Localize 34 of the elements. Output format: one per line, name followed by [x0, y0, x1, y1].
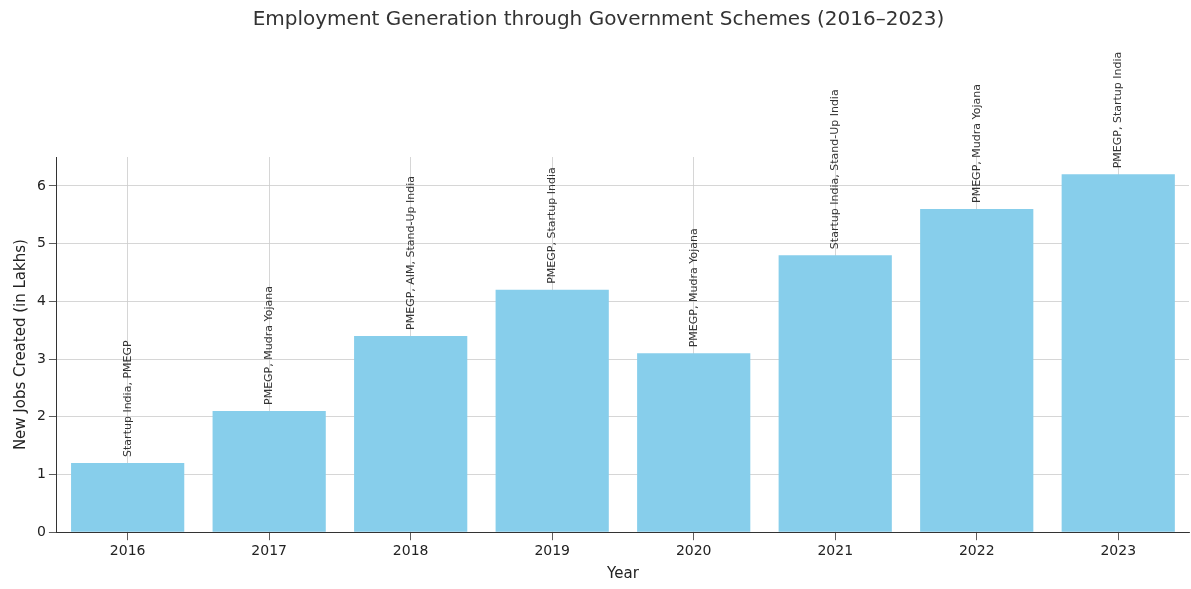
- annotation: PMEGP, Startup India: [1111, 51, 1125, 169]
- x-tick-label: 2019: [534, 542, 571, 559]
- bar: [778, 255, 892, 532]
- x-tick-label: 2022: [958, 542, 995, 559]
- y-tick-label: 3: [36, 349, 46, 366]
- y-tick-label: 2: [36, 407, 46, 424]
- bar: [71, 462, 185, 532]
- x-tick-label: 2017: [251, 542, 287, 559]
- annotation: PMEGP, AIM, Stand-Up India: [403, 175, 417, 330]
- annotation: Startup India, Stand-Up India: [828, 89, 842, 250]
- bar: [212, 410, 326, 532]
- annotation: PMEGP, Mudra Yojana: [686, 228, 700, 348]
- x-axis-title: Year: [606, 563, 640, 582]
- y-tick-label: 0: [36, 522, 46, 539]
- y-tick-label: 6: [36, 176, 46, 193]
- chart-title: Employment Generation through Government Schemes (2016–2023): [252, 6, 945, 31]
- annotation: PMEGP, Startup India: [545, 167, 559, 284]
- y-axis-title: New Jobs Created (in Lakhs): [10, 239, 29, 451]
- x-tick-label: 2016: [109, 542, 146, 559]
- x-tick-label: 2023: [1100, 542, 1137, 559]
- annotation: Startup India, PMEGP: [120, 340, 134, 457]
- bar: [1061, 174, 1175, 532]
- x-tick-label: 2021: [817, 542, 854, 559]
- bar: [637, 353, 751, 532]
- x-tick-label: 2020: [675, 542, 712, 559]
- y-tick-label: 4: [36, 291, 46, 308]
- x-tick-label: 2018: [392, 542, 429, 559]
- y-tick-label: 5: [36, 234, 46, 251]
- y-tick-label: 1: [36, 465, 46, 482]
- bar: [495, 289, 609, 532]
- annotation: PMEGP, Mudra Yojana: [262, 286, 276, 405]
- annotation: PMEGP, Mudra Yojana: [969, 84, 983, 203]
- bar: [920, 208, 1034, 532]
- bar: [354, 335, 468, 532]
